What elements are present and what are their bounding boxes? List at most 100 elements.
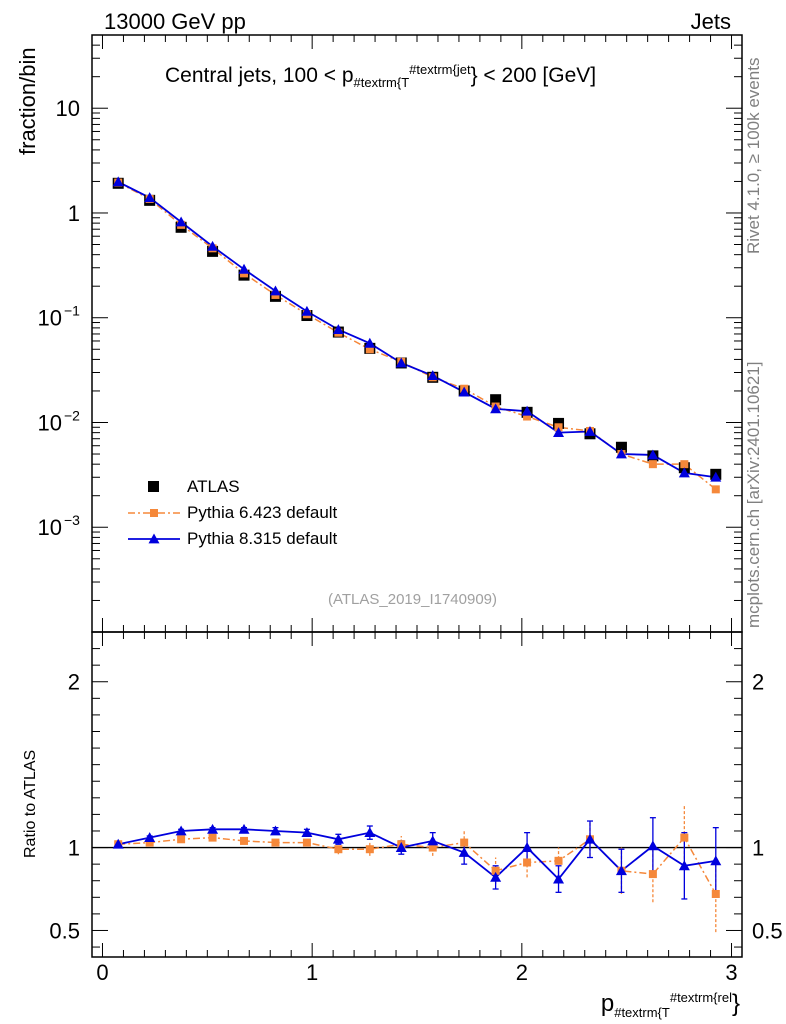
ratio-py8-point xyxy=(521,842,533,852)
ratio-py6-point xyxy=(240,836,249,845)
py8-point xyxy=(207,240,219,251)
ratio-py6-point xyxy=(302,838,311,847)
legend-atlas: ATLAS xyxy=(187,477,240,496)
py8-point xyxy=(144,192,156,203)
x-label-sub: #textrm{T xyxy=(614,1004,670,1020)
ratio-py6-point xyxy=(271,838,280,847)
py8-point xyxy=(301,305,313,316)
py8-point xyxy=(458,386,470,397)
ratio-y-axis-label: Ratio to ATLAS xyxy=(22,749,39,858)
ratio-tick-label-right: 0.5 xyxy=(752,918,783,943)
x-axis-label: p#textrm{T#textrm{rel} xyxy=(601,990,740,1020)
ratio-py6-point xyxy=(648,870,657,879)
ratio-py6-point xyxy=(208,833,217,842)
legend-py8: Pythia 8.315 default xyxy=(187,529,338,548)
title-post: } < 200 [GeV] xyxy=(470,64,597,87)
py8-point xyxy=(615,448,627,459)
analysis-id: (ATLAS_2019_I1740909) xyxy=(328,591,498,608)
header-right: Jets xyxy=(690,9,731,34)
plot-title: Central jets, 100 < p#textrm{T#textrm{je… xyxy=(165,62,596,90)
ratio-py8-point xyxy=(584,833,596,844)
ratio-py8-point xyxy=(427,835,439,846)
ratio-py6-point xyxy=(334,845,343,854)
legend-py6: Pythia 6.423 default xyxy=(187,503,338,522)
series-py8-line xyxy=(117,181,716,479)
py6-point xyxy=(648,460,657,469)
ratio-py8-point xyxy=(144,832,156,843)
py8-point xyxy=(553,427,565,438)
ratio-py8-point xyxy=(490,871,502,882)
x-label-sup: #textrm{rel xyxy=(669,990,732,1005)
ratio-py8-point xyxy=(112,838,124,849)
ratio-py8-point xyxy=(710,855,722,866)
legend-py6-marker xyxy=(150,509,158,517)
py8-point xyxy=(647,449,659,460)
ratio-py6-point xyxy=(365,845,374,854)
ratio-py8-point xyxy=(332,833,344,844)
atlas-point xyxy=(490,394,502,406)
ratio-py6-point xyxy=(428,843,437,852)
x-tick-label: 0 xyxy=(96,960,108,985)
header-left: 13000 GeV pp xyxy=(104,9,246,34)
ratio-py6-point xyxy=(523,858,532,867)
ratio-py8-point xyxy=(301,827,313,838)
ratio-py6-line xyxy=(118,836,717,895)
py6-point xyxy=(711,485,720,494)
ratio-py8-point xyxy=(615,865,627,876)
py8-point xyxy=(395,357,407,368)
y-tick-label: 1 xyxy=(68,201,80,226)
py8-point xyxy=(490,403,502,414)
py8-point xyxy=(269,285,281,296)
ratio-py6-point xyxy=(145,838,154,847)
x-tick-label: 1 xyxy=(306,960,318,985)
ratio-py6-point xyxy=(491,866,500,875)
ratio-py8-point xyxy=(678,860,690,871)
x-tick-label: 3 xyxy=(725,960,737,985)
ratio-py8-point xyxy=(364,827,376,838)
py8-point xyxy=(112,176,124,187)
ratio-py8-line xyxy=(118,828,716,881)
py8-point xyxy=(427,370,439,381)
atlas-point xyxy=(615,441,627,453)
py8-point xyxy=(332,324,344,335)
py6-point xyxy=(680,460,689,469)
y-tick-label: 10 xyxy=(38,306,62,331)
py8-point xyxy=(364,337,376,348)
mcplots-label: mcplots.cern.ch [arXiv:2401.10621] xyxy=(744,361,763,628)
ratio-frame xyxy=(91,631,743,958)
title-sup: #textrm{jet xyxy=(409,62,471,77)
y-tick-exponent: −1 xyxy=(64,303,80,319)
ratio-py8-point xyxy=(647,840,659,851)
ratio-py6-point xyxy=(680,833,689,842)
py8-point xyxy=(710,471,722,482)
ratio-py8-point xyxy=(269,825,281,836)
y-tick-exponent: −3 xyxy=(64,512,80,528)
x-label-main: p xyxy=(600,990,615,1017)
y-tick-label: 10 xyxy=(38,515,62,540)
ratio-py6-point xyxy=(460,838,469,847)
ratio-py6-point xyxy=(177,835,186,844)
py8-point xyxy=(175,216,187,227)
py8-point xyxy=(521,405,533,416)
ratio-tick-label-right: 1 xyxy=(752,836,764,861)
title-sub: #textrm{T xyxy=(353,75,410,91)
ratio-py6-point xyxy=(554,856,563,865)
y-tick-exponent: −2 xyxy=(64,407,80,423)
y-tick-label: 10 xyxy=(56,96,80,121)
py6-point xyxy=(365,345,374,354)
legend-atlas-marker xyxy=(148,481,159,492)
ratio-tick-label-left: 0.5 xyxy=(49,918,80,943)
ratio-py8-point xyxy=(238,823,250,834)
ratio-tick-label-right: 2 xyxy=(752,670,764,695)
py6-point xyxy=(523,412,532,421)
py8-point xyxy=(678,467,690,478)
ratio-tick-label-left: 1 xyxy=(68,836,80,861)
y-tick-label: 10 xyxy=(38,410,62,435)
py8-point xyxy=(238,263,250,274)
ratio-tick-label-left: 2 xyxy=(68,670,80,695)
y-axis-label: fraction/bin xyxy=(15,47,40,155)
ratio-py8-point xyxy=(395,842,407,852)
ratio-py8-point xyxy=(458,847,470,857)
ratio-py6-point xyxy=(711,889,720,898)
